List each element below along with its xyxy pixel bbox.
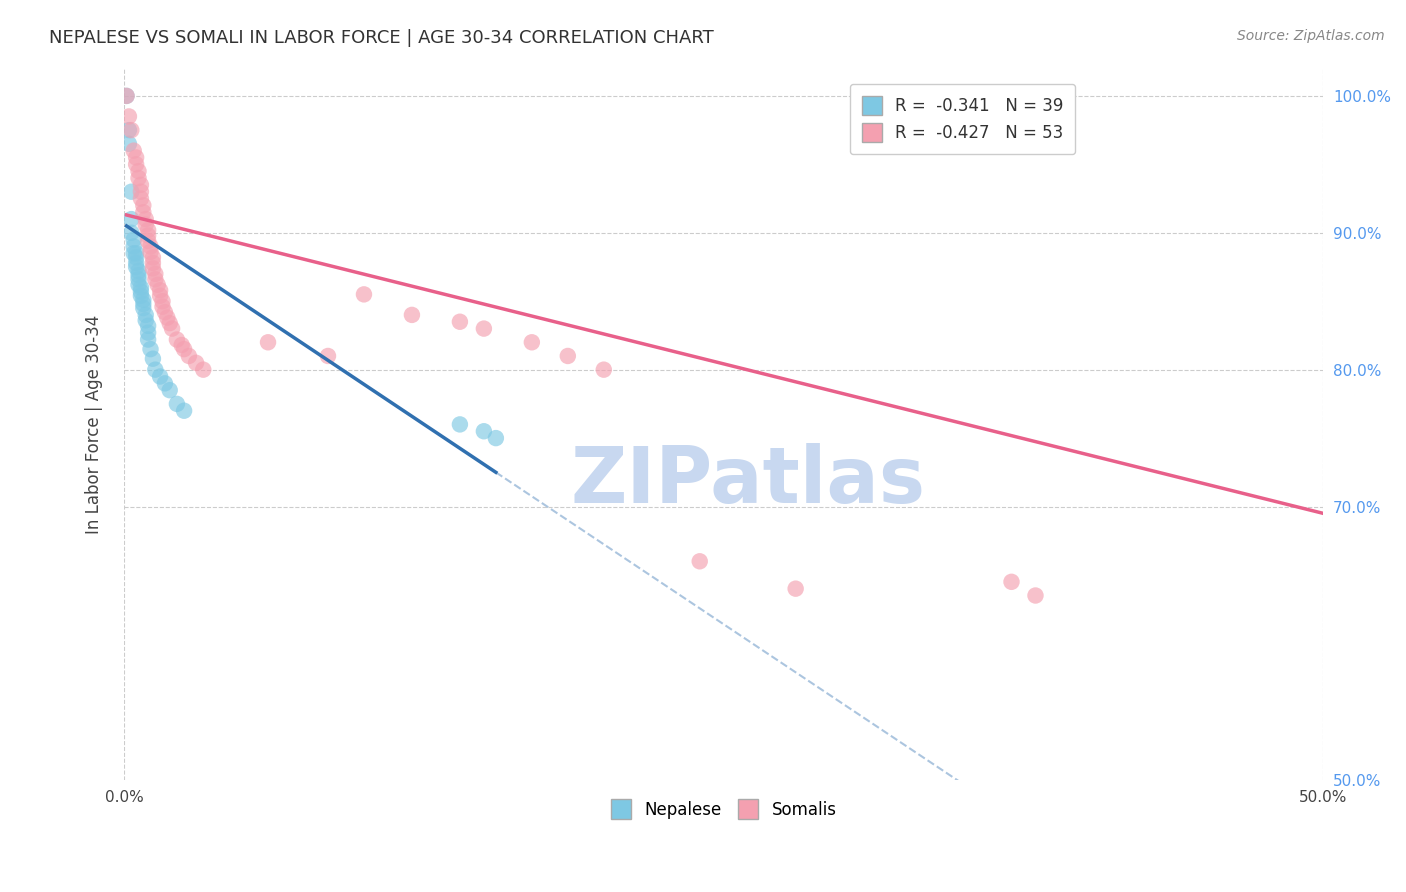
- Point: [149, 289, 172, 303]
- Point: [128, 264, 150, 278]
- Point: [125, 246, 148, 260]
- Point: [152, 294, 174, 309]
- Point: [353, 287, 375, 301]
- Point: [149, 369, 172, 384]
- Point: [142, 261, 165, 276]
- Point: [118, 136, 141, 151]
- Point: [142, 256, 165, 270]
- Point: [152, 300, 174, 314]
- Point: [592, 362, 614, 376]
- Point: [125, 260, 148, 274]
- Point: [520, 335, 543, 350]
- Point: [125, 251, 148, 265]
- Point: [166, 397, 188, 411]
- Point: [139, 342, 162, 356]
- Point: [472, 321, 495, 335]
- Point: [1024, 589, 1046, 603]
- Point: [135, 218, 157, 232]
- Point: [132, 301, 155, 315]
- Point: [136, 326, 159, 340]
- Point: [689, 554, 711, 568]
- Point: [173, 403, 195, 417]
- Point: [449, 315, 471, 329]
- Point: [120, 123, 142, 137]
- Point: [136, 234, 159, 248]
- Point: [136, 228, 159, 243]
- Point: [118, 110, 141, 124]
- Point: [125, 151, 148, 165]
- Point: [159, 383, 181, 397]
- Point: [153, 376, 176, 391]
- Point: [129, 280, 152, 294]
- Point: [132, 293, 155, 307]
- Point: [129, 185, 152, 199]
- Point: [149, 283, 172, 297]
- Point: [139, 239, 162, 253]
- Point: [184, 356, 207, 370]
- Point: [257, 335, 280, 350]
- Point: [122, 246, 145, 260]
- Point: [557, 349, 579, 363]
- Point: [156, 310, 179, 325]
- Point: [142, 351, 165, 366]
- Y-axis label: In Labor Force | Age 30-34: In Labor Force | Age 30-34: [86, 315, 103, 534]
- Point: [166, 333, 188, 347]
- Point: [132, 297, 155, 311]
- Point: [153, 305, 176, 319]
- Point: [401, 308, 423, 322]
- Point: [125, 157, 148, 171]
- Point: [173, 342, 195, 356]
- Text: ZIPatlas: ZIPatlas: [571, 443, 925, 519]
- Point: [193, 362, 215, 376]
- Point: [485, 431, 508, 445]
- Point: [120, 185, 142, 199]
- Point: [115, 89, 138, 103]
- Point: [132, 198, 155, 212]
- Point: [120, 226, 142, 240]
- Point: [120, 212, 142, 227]
- Point: [135, 313, 157, 327]
- Point: [449, 417, 471, 432]
- Point: [159, 316, 181, 330]
- Point: [122, 233, 145, 247]
- Point: [785, 582, 807, 596]
- Point: [136, 223, 159, 237]
- Point: [132, 205, 155, 219]
- Point: [1000, 574, 1022, 589]
- Point: [118, 123, 141, 137]
- Point: [128, 164, 150, 178]
- Point: [115, 89, 138, 103]
- Text: Source: ZipAtlas.com: Source: ZipAtlas.com: [1237, 29, 1385, 43]
- Point: [146, 277, 169, 292]
- Point: [129, 289, 152, 303]
- Legend: Nepalese, Somalis: Nepalese, Somalis: [605, 793, 844, 825]
- Point: [160, 321, 183, 335]
- Point: [128, 268, 150, 283]
- Point: [170, 338, 193, 352]
- Point: [143, 362, 166, 376]
- Point: [129, 192, 152, 206]
- Point: [143, 267, 166, 281]
- Point: [142, 251, 165, 265]
- Point: [128, 171, 150, 186]
- Point: [135, 212, 157, 227]
- Point: [125, 256, 148, 270]
- Point: [122, 239, 145, 253]
- Point: [135, 308, 157, 322]
- Point: [136, 333, 159, 347]
- Point: [143, 272, 166, 286]
- Point: [472, 424, 495, 438]
- Point: [128, 277, 150, 292]
- Point: [139, 244, 162, 259]
- Point: [129, 178, 152, 192]
- Point: [316, 349, 339, 363]
- Text: NEPALESE VS SOMALI IN LABOR FORCE | AGE 30-34 CORRELATION CHART: NEPALESE VS SOMALI IN LABOR FORCE | AGE …: [49, 29, 714, 46]
- Point: [122, 144, 145, 158]
- Point: [128, 272, 150, 286]
- Point: [136, 318, 159, 333]
- Point: [177, 349, 200, 363]
- Point: [129, 285, 152, 299]
